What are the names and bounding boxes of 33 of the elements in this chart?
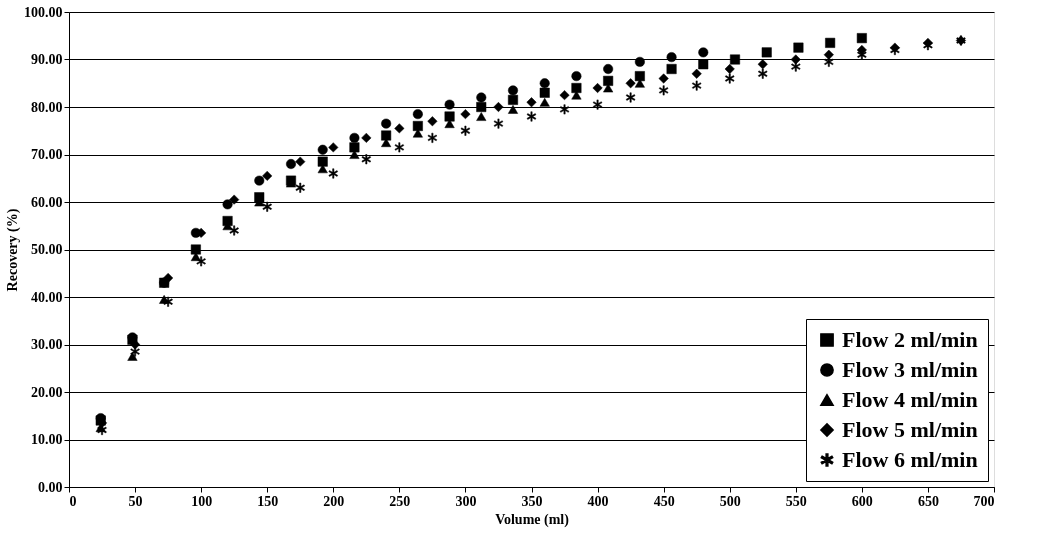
y-tick-label: 50.00 (31, 242, 63, 257)
x-tick-label: 50 (128, 493, 143, 509)
x-tick-label: 200 (323, 493, 345, 509)
y-tick-label: 30.00 (31, 337, 63, 352)
legend-label: Flow 2 ml/min (842, 327, 978, 352)
legend-label: Flow 6 ml/min (842, 447, 978, 472)
y-axis-title: Recovery (%) (5, 208, 21, 292)
x-tick-label: 150 (257, 493, 279, 509)
y-tick-label: 60.00 (31, 194, 63, 210)
legend-label: Flow 4 ml/min (842, 387, 978, 412)
x-tick-label: 100 (191, 493, 213, 509)
x-tick-label: 550 (785, 493, 807, 509)
y-tick-label: 0.00 (38, 479, 63, 495)
y-tick-label: 100.00 (24, 4, 63, 20)
legend-label: Flow 5 ml/min (842, 417, 978, 442)
x-tick-label: 450 (653, 493, 675, 509)
x-tick-label: 0 (69, 493, 77, 509)
x-tick-label: 250 (389, 493, 411, 509)
y-tick-label: 80.00 (31, 99, 63, 115)
x-tick-label: 500 (719, 493, 741, 509)
legend-label: Flow 3 ml/min (842, 357, 978, 382)
x-tick-label: 650 (917, 493, 939, 509)
x-tick-label: 350 (521, 493, 543, 509)
y-tick-label: 10.00 (31, 432, 63, 447)
x-tick-label: 600 (851, 493, 873, 509)
x-tick-label: 700 (973, 493, 995, 509)
y-tick-label: 70.00 (31, 147, 63, 162)
y-tick-label: 40.00 (31, 289, 63, 305)
y-tick-label: 90.00 (31, 52, 63, 67)
x-axis-title: Volume (ml) (495, 511, 570, 528)
x-tick-label: 400 (587, 493, 609, 509)
y-tick-label: 20.00 (31, 384, 63, 400)
x-tick-label: 300 (455, 493, 477, 509)
